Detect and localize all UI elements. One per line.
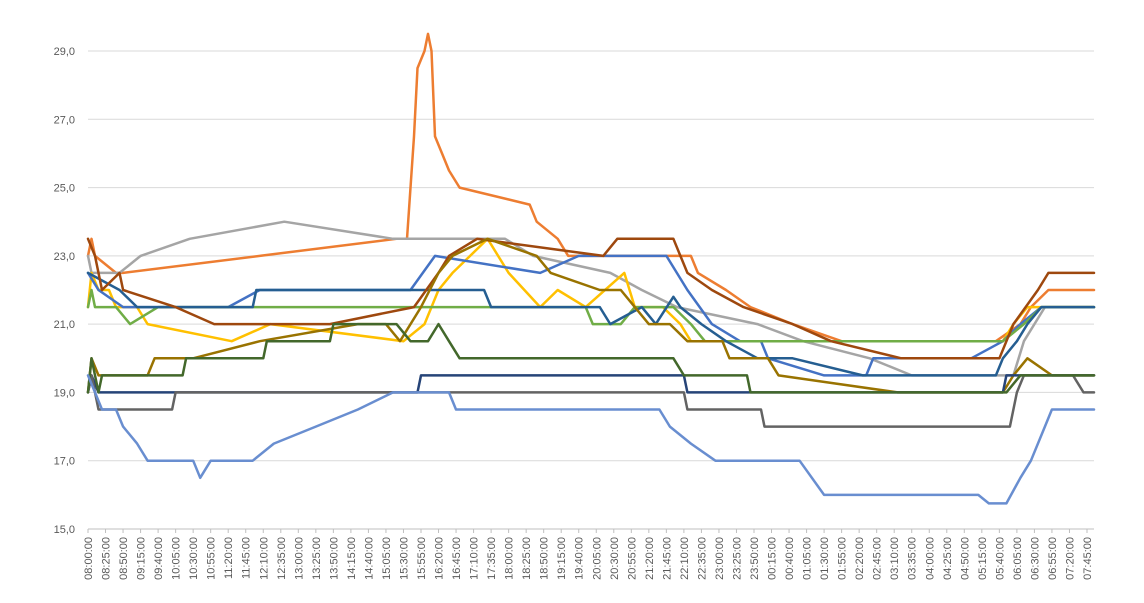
x-tick-label: 14:40:00: [363, 537, 375, 580]
series-line-5: [86, 288, 1096, 343]
x-tick-label: 03:10:00: [889, 537, 901, 580]
x-tick-label: 12:35:00: [276, 537, 288, 580]
y-tick-label: 19,0: [54, 387, 75, 399]
x-tick-label: 05:15:00: [977, 537, 989, 580]
x-tick-label: 07:45:00: [1082, 537, 1094, 580]
series-line-8: [86, 237, 1096, 394]
x-tick-label: 18:50:00: [539, 537, 551, 580]
x-tick-label: 11:20:00: [223, 537, 235, 579]
x-tick-label: 21:20:00: [644, 537, 656, 580]
x-tick-label: 02:20:00: [854, 537, 866, 580]
x-tick-label: 23:50:00: [749, 537, 761, 580]
y-tick-label: 15,0: [54, 524, 75, 536]
series-line-4: [86, 254, 1096, 377]
x-tick-label: 22:35:00: [696, 537, 708, 580]
x-tick-label: 17:10:00: [469, 537, 481, 580]
x-tick-label: 13:00:00: [293, 537, 305, 580]
x-tick-label: 20:05:00: [591, 537, 603, 580]
series-line-12: [86, 374, 1096, 505]
series-line-6: [86, 271, 1096, 377]
x-tick-label: 19:40:00: [574, 537, 586, 580]
x-tick-label: 15:05:00: [381, 537, 393, 580]
x-tick-label: 06:30:00: [1029, 537, 1041, 580]
y-tick-label: 21,0: [54, 319, 75, 331]
y-tick-label: 25,0: [54, 183, 75, 195]
x-tick-label: 01:05:00: [802, 537, 814, 580]
x-tick-label: 00:15:00: [767, 537, 779, 580]
x-tick-label: 23:25:00: [731, 537, 743, 580]
x-tick-label: 00:40:00: [784, 537, 796, 580]
x-tick-label: 14:15:00: [346, 537, 358, 580]
series-line-10: [86, 374, 1096, 428]
y-axis: 15,0 17,0 19,0 21,0 23,0 25,0 27,0 29,0: [54, 46, 75, 536]
x-tick-label: 08:50:00: [118, 537, 130, 580]
x-tick-label: 19:15:00: [556, 537, 568, 580]
x-tick-label: 04:25:00: [942, 537, 954, 580]
x-tick-label: 08:00:00: [83, 537, 95, 580]
x-tick-label: 20:55:00: [626, 537, 638, 580]
x-tick-label: 21:45:00: [661, 537, 673, 580]
x-tick-label: 10:55:00: [206, 537, 218, 580]
x-tick-label: 02:45:00: [872, 537, 884, 580]
x-tick-label: 18:00:00: [504, 537, 516, 580]
x-tick-label: 13:25:00: [311, 537, 323, 580]
x-tick-label: 06:55:00: [1047, 537, 1059, 580]
x-tick-label: 17:35:00: [486, 537, 498, 580]
x-tick-label: 18:25:00: [521, 537, 533, 580]
x-tick-label: 13:50:00: [328, 537, 340, 580]
x-tick-label: 10:05:00: [171, 537, 183, 580]
series-line-2: [86, 220, 1096, 377]
x-tick-label: 23:00:00: [714, 537, 726, 580]
x-tick-label: 16:45:00: [451, 537, 463, 580]
series-line-9: [86, 374, 1096, 394]
x-tick-label: 08:25:00: [101, 537, 113, 580]
series-line-11: [86, 322, 1096, 394]
x-tick-label: 09:40:00: [153, 537, 165, 580]
x-tick-label: 15:30:00: [398, 537, 410, 580]
y-tick-label: 17,0: [54, 456, 75, 468]
x-tick-label: 01:30:00: [819, 537, 831, 580]
y-tick-label: 29,0: [54, 46, 75, 58]
x-tick-label: 10:30:00: [188, 537, 200, 580]
x-tick-label: 06:05:00: [1012, 537, 1024, 580]
x-tick-label: 15:55:00: [416, 537, 428, 580]
x-tick-label: 20:30:00: [609, 537, 621, 580]
x-tick-label: 01:55:00: [837, 537, 849, 580]
x-tick-label: 12:10:00: [258, 537, 270, 580]
series-line-7: [86, 237, 1096, 360]
x-tick-label: 05:40:00: [994, 537, 1006, 580]
y-tick-label: 27,0: [54, 114, 75, 126]
series-lines: [86, 32, 1096, 505]
x-axis: 08:00:00 08:25:00 08:50:00 09:15:00 09:40:00…: [83, 529, 1094, 580]
x-tick-label: 16:20:00: [434, 537, 446, 580]
x-tick-label: 09:15:00: [136, 537, 148, 580]
y-tick-label: 23,0: [54, 251, 75, 263]
x-tick-label: 22:10:00: [679, 537, 691, 580]
x-tick-label: 11:45:00: [241, 537, 253, 579]
x-tick-label: 04:50:00: [959, 537, 971, 580]
x-tick-label: 07:20:00: [1064, 537, 1076, 580]
x-tick-label: 04:00:00: [924, 537, 936, 580]
gridlines: [88, 50, 1094, 530]
x-tick-label: 03:35:00: [907, 537, 919, 580]
